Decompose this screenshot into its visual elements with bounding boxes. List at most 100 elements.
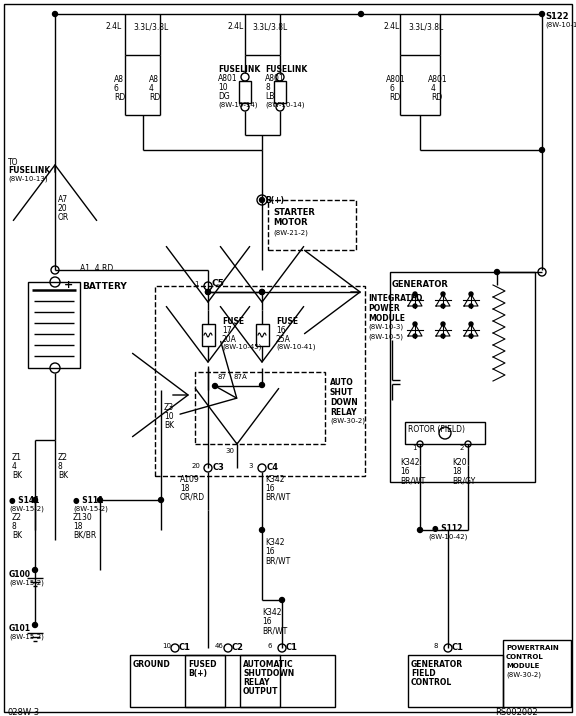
Text: 8: 8 [265,83,270,92]
Text: OUTPUT: OUTPUT [243,687,279,696]
Text: 6: 6 [114,84,119,93]
Text: (8W-15-2): (8W-15-2) [9,505,44,511]
Circle shape [260,528,264,533]
Circle shape [97,498,103,503]
Text: A1  4 RD: A1 4 RD [80,264,113,273]
Circle shape [413,334,417,338]
Bar [240,655,335,707]
Text: C4: C4 [267,463,279,472]
Circle shape [32,622,37,627]
Text: C1: C1 [452,643,464,652]
Text: 2: 2 [460,445,464,451]
Text: C3: C3 [213,463,225,472]
Text: ● S111: ● S111 [73,496,103,505]
Text: DG: DG [218,92,230,101]
Text: (8W-10-42): (8W-10-42) [428,533,467,539]
Text: BR/WT: BR/WT [262,626,287,635]
Circle shape [260,382,264,387]
Text: Z3: Z3 [164,403,174,412]
Text: C1: C1 [286,643,298,652]
Text: POWERTRAIN: POWERTRAIN [506,645,559,651]
Text: CONTROL: CONTROL [506,654,544,660]
Text: ROTOR (FIELD): ROTOR (FIELD) [408,425,465,434]
Bar [408,655,503,707]
Circle shape [32,568,37,573]
Circle shape [540,147,544,153]
Text: 16: 16 [276,326,286,335]
Text: 2.4L: 2.4L [228,22,244,31]
Circle shape [441,322,445,326]
Text: CONTROL: CONTROL [411,678,452,687]
Text: 4: 4 [149,84,154,93]
Circle shape [469,322,473,326]
Text: RD: RD [389,93,400,102]
Circle shape [279,597,285,602]
Text: 1: 1 [412,445,416,451]
Text: A801: A801 [386,75,406,84]
Text: C1: C1 [179,643,191,652]
Text: FUSE: FUSE [276,317,298,326]
Text: 3: 3 [248,463,252,469]
Text: (8W-10-45): (8W-10-45) [222,344,262,351]
Text: 46: 46 [215,643,224,649]
Circle shape [413,292,417,296]
Text: 8: 8 [12,522,17,531]
Text: A8: A8 [114,75,124,84]
Text: RD: RD [149,93,160,102]
Text: DOWN: DOWN [330,398,358,407]
Text: 8: 8 [434,643,438,649]
Text: BK: BK [12,531,22,540]
Circle shape [260,289,264,294]
Text: FUSE: FUSE [222,317,244,326]
Text: 18: 18 [73,522,82,531]
Text: AUTO: AUTO [330,378,354,387]
Text: A8: A8 [149,75,159,84]
Text: 17: 17 [222,326,232,335]
Bar [405,422,485,444]
Text: Z130: Z130 [73,513,93,522]
Text: LB: LB [265,92,274,101]
Text: 1: 1 [194,281,199,287]
Text: 028W-3: 028W-3 [8,708,40,716]
Text: FUSELINK: FUSELINK [218,65,260,74]
Circle shape [260,289,264,294]
Text: 2.4L: 2.4L [383,22,399,31]
Text: POWER: POWER [368,304,400,313]
Bar [195,372,325,444]
Text: BR/GY: BR/GY [452,476,475,485]
Circle shape [495,269,499,274]
Text: FIELD: FIELD [411,669,435,678]
Text: 6: 6 [389,84,394,93]
Text: 6: 6 [268,643,272,649]
Text: GENERATOR: GENERATOR [411,660,463,669]
Circle shape [441,334,445,338]
Text: 25A: 25A [276,335,291,344]
Text: 2.4L: 2.4L [105,22,122,31]
Text: A801: A801 [428,75,448,84]
Text: (8W-30-2): (8W-30-2) [330,418,365,425]
Text: 3.3L/3.8L: 3.3L/3.8L [133,22,168,31]
Text: RD: RD [114,93,125,102]
Text: (8W-10-41): (8W-10-41) [276,344,316,351]
Bar [130,655,225,707]
Text: 20: 20 [192,463,201,469]
Text: MODULE: MODULE [506,663,539,669]
Text: OR/RD: OR/RD [180,493,205,502]
Text: (8W-10-13): (8W-10-13) [8,175,48,181]
Text: (8W-10-14): (8W-10-14) [265,101,305,107]
Text: (8W-21-2): (8W-21-2) [273,229,308,236]
Circle shape [418,528,423,533]
Text: BATTERY: BATTERY [82,282,127,291]
Circle shape [469,292,473,296]
Circle shape [206,289,210,294]
Circle shape [441,304,445,308]
Text: Z2: Z2 [58,453,68,462]
Text: FUSED: FUSED [188,660,217,669]
Bar [390,272,535,482]
Bar [202,324,215,346]
Text: (8W-30-2): (8W-30-2) [506,672,541,679]
Text: 10: 10 [162,643,171,649]
Text: 30: 30 [225,448,234,454]
Text: 20: 20 [58,204,67,213]
Text: K342: K342 [265,475,285,484]
